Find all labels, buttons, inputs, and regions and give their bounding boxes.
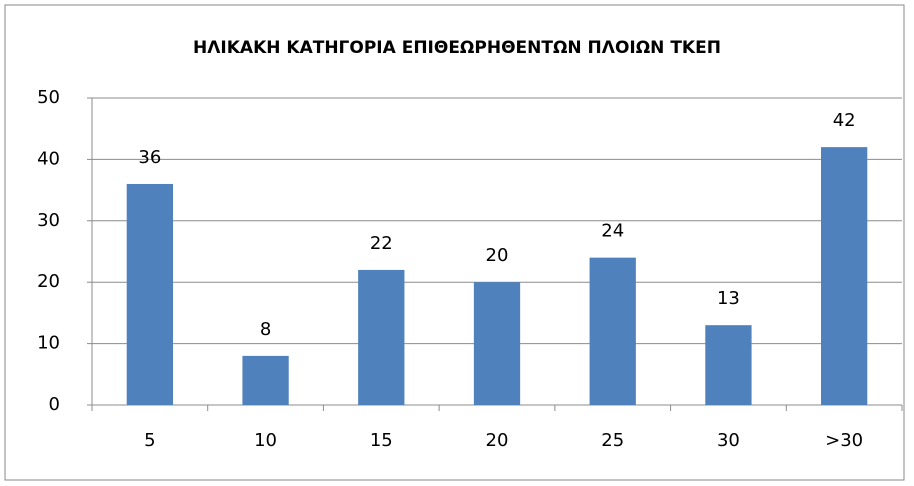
y-tick-label: 50: [37, 87, 60, 108]
x-tick-label: 15: [370, 430, 393, 451]
bar: [821, 147, 868, 405]
bar: [705, 325, 752, 405]
y-tick-label: 0: [49, 394, 60, 415]
x-tick-label: 5: [144, 430, 155, 451]
x-tick-label: 10: [254, 430, 277, 451]
bar: [126, 183, 173, 405]
data-label: 8: [260, 319, 271, 340]
x-tick-label: 30: [717, 430, 740, 451]
x-tick-label: 25: [601, 430, 624, 451]
y-tick-label: 40: [37, 148, 60, 169]
x-tick-label: >30: [825, 430, 863, 451]
bar: [242, 355, 289, 405]
data-label: 22: [370, 233, 393, 254]
y-tick-label: 30: [37, 210, 60, 231]
bar: [358, 269, 405, 405]
data-label: 24: [601, 221, 624, 242]
y-tick-label: 20: [37, 271, 60, 292]
data-label: 42: [833, 110, 856, 131]
data-label: 36: [138, 147, 161, 168]
y-tick-label: 10: [37, 333, 60, 354]
bar: [473, 282, 521, 405]
x-tick-label: 20: [486, 430, 509, 451]
data-label: 20: [486, 245, 509, 266]
data-label: 13: [717, 288, 740, 309]
bar: [589, 257, 636, 405]
chart-title: ΗΛΙΚΑΚΗ ΚΑΤΗΓΟΡΙΑ ΕΠΙΘΕΩΡΗΘΕΝΤΩΝ ΠΛΟΙΩΝ …: [193, 38, 721, 58]
